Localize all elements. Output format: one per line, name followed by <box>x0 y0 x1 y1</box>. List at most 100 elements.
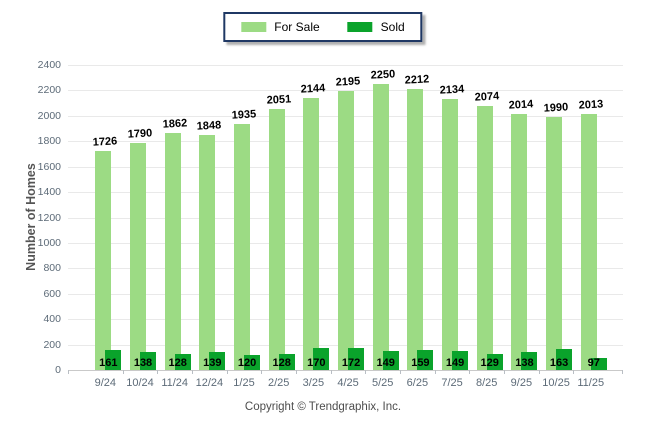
bar-pair <box>268 65 295 370</box>
for-sale-value-label: 1790 <box>127 126 153 141</box>
bar-group-10/25: 1990 163 10/25 <box>539 65 574 389</box>
x-tick-label: 3/25 <box>302 377 325 389</box>
x-axis-tick <box>365 370 367 374</box>
x-tick-label: 8/25 <box>476 377 498 389</box>
x-tick-label: 9/24 <box>94 377 117 389</box>
for-sale-bar <box>546 117 563 370</box>
for-sale-value-label: 2014 <box>508 98 534 112</box>
sold-bar <box>556 349 573 370</box>
y-tick-label: 600 <box>43 287 61 300</box>
bar-group-4/25: 2195 172 4/25 <box>331 65 366 389</box>
y-tick-label: 2000 <box>37 109 61 122</box>
sold-value-label: 172 <box>341 357 361 369</box>
x-axis-tick <box>157 370 159 374</box>
for-sale-bar <box>407 88 424 370</box>
for-sale-value-label: 2250 <box>370 68 396 82</box>
for-sale-swatch-icon <box>241 22 267 32</box>
sold-bar <box>382 351 399 370</box>
bar-pair <box>164 65 191 370</box>
sold-bar <box>209 352 226 370</box>
for-sale-bar <box>476 106 493 370</box>
for-sale-bar <box>130 142 146 370</box>
bar-pair <box>130 65 156 370</box>
for-sale-bar <box>442 98 459 370</box>
bar-pair <box>476 65 503 370</box>
x-tick-label: 1/25 <box>233 377 255 389</box>
for-sale-value-label: 2144 <box>300 81 326 96</box>
bar-pair <box>338 65 365 370</box>
sold-bar <box>244 354 261 370</box>
bar-group-6/25: 2212 159 6/25 <box>400 65 435 389</box>
x-tick-label: 12/24 <box>195 377 224 389</box>
bar-pair <box>442 65 469 370</box>
for-sale-bar <box>511 114 528 370</box>
gridline <box>68 65 623 66</box>
y-tick-label: 1600 <box>37 160 61 173</box>
bar-pair <box>511 65 538 370</box>
copyright-text: Copyright © Trendgraphix, Inc. <box>244 401 402 413</box>
chart-legend: For Sale Sold <box>223 12 423 42</box>
bar-group-5/25: 2250 149 5/25 <box>365 65 400 389</box>
legend-label-sold: Sold <box>380 20 405 34</box>
sold-bar <box>590 357 607 370</box>
bar-group-9/25: 2014 138 9/25 <box>504 65 539 389</box>
y-tick-label: 800 <box>43 262 61 275</box>
sold-bar <box>140 352 156 370</box>
x-axis-tick <box>434 370 436 374</box>
for-sale-bar <box>95 150 112 370</box>
for-sale-value-label: 1990 <box>543 101 569 115</box>
for-sale-bar <box>338 91 355 370</box>
x-axis-tick <box>68 370 69 374</box>
x-tick-label: 10/25 <box>542 377 570 389</box>
bar-pair <box>546 65 573 370</box>
y-tick-label: 1800 <box>37 135 61 148</box>
sold-value-label: 149 <box>445 357 465 369</box>
bar-group-11/24: 1862 128 11/24 <box>157 65 192 389</box>
x-axis-tick <box>469 370 471 374</box>
for-sale-value-label: 2212 <box>404 73 430 87</box>
x-axis-line <box>68 370 623 371</box>
y-tick-label: 1400 <box>37 186 61 199</box>
x-axis-tick <box>226 370 228 374</box>
bar-group-8/25: 2074 129 8/25 <box>469 65 504 389</box>
y-tick-label: 200 <box>43 338 61 351</box>
x-tick-label: 9/25 <box>510 377 533 389</box>
x-axis-tick <box>122 370 124 374</box>
sold-bar <box>521 352 538 370</box>
for-sale-value-label: 2134 <box>439 83 465 97</box>
bar-pair <box>95 65 122 370</box>
sold-value-label: 161 <box>99 357 118 369</box>
x-axis-tick <box>538 370 540 374</box>
bar-pair <box>407 65 434 370</box>
bar-group-2/25: 2051 128 2/25 <box>261 65 296 389</box>
x-axis-tick <box>296 370 297 374</box>
x-tick-label: 11/25 <box>577 377 605 389</box>
x-tick-label: 11/24 <box>161 377 189 389</box>
sold-value-label: 170 <box>307 357 326 369</box>
sold-value-label: 163 <box>549 357 569 369</box>
sold-value-label: 97 <box>587 357 600 369</box>
sold-bar <box>313 348 330 370</box>
sold-bar <box>452 351 469 370</box>
sold-value-label: 138 <box>515 357 534 369</box>
sold-value-label: 159 <box>411 357 430 369</box>
x-tick-label: 7/25 <box>441 377 463 389</box>
sold-value-label: 129 <box>480 357 499 369</box>
x-axis-tick <box>400 370 401 374</box>
for-sale-value-label: 2013 <box>578 98 604 112</box>
bar-group-7/25: 2134 149 7/25 <box>435 65 470 389</box>
bar-pair <box>234 65 261 370</box>
y-tick-label: 2400 <box>37 59 61 71</box>
x-axis-tick <box>622 370 623 374</box>
for-sale-value-label: 2074 <box>474 90 500 105</box>
legend-item-for-sale: For Sale <box>241 20 320 34</box>
y-tick-label: 1200 <box>37 211 61 224</box>
sold-value-label: 149 <box>376 357 395 369</box>
for-sale-bar <box>199 135 216 370</box>
gridline <box>68 90 623 92</box>
sold-bar <box>174 353 191 370</box>
x-tick-label: 5/25 <box>371 377 394 389</box>
x-tick-label: 10/24 <box>126 377 154 389</box>
x-axis-tick <box>504 370 505 374</box>
